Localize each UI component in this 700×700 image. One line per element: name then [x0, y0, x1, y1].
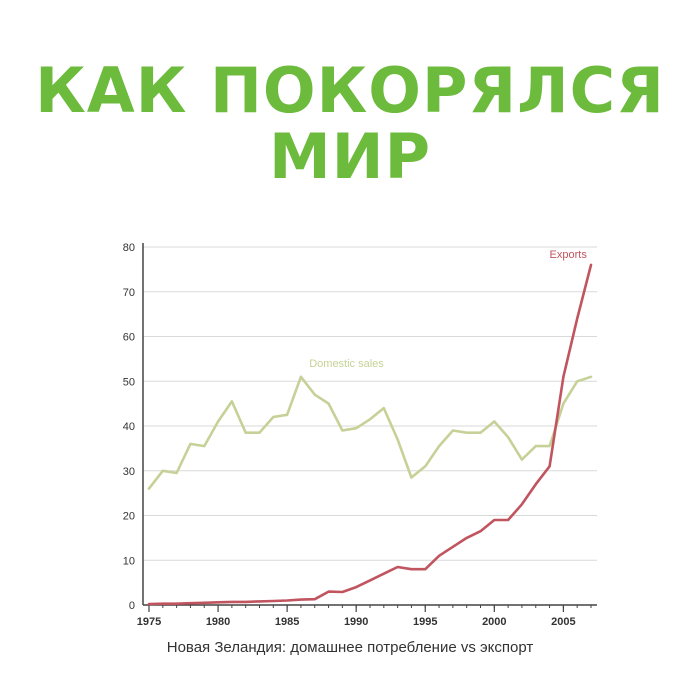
y-tick-label: 30: [123, 466, 135, 478]
x-tick-label: 1980: [206, 616, 230, 628]
y-tick-label: 50: [123, 376, 135, 388]
series-label-exports: Exports: [550, 249, 588, 261]
series-label-domestic-sales: Domestic sales: [309, 358, 384, 370]
y-tick-label: 70: [123, 287, 135, 299]
x-tick-label: 2005: [551, 616, 575, 628]
y-tick-label: 40: [123, 421, 135, 433]
x-tick-label: 1985: [275, 616, 299, 628]
gridlines: [143, 246, 597, 561]
x-tick-label: 1995: [413, 616, 437, 628]
x-tick-label: 2000: [482, 616, 506, 628]
series-line-domestic-sales: [147, 375, 593, 490]
y-tick-labels: 0 10 20 30 40 50 60 70 80: [123, 242, 135, 612]
y-tick-label: 80: [123, 242, 135, 254]
x-tick-labels: 1975 1980 1985 1990 1995 2000 2005: [137, 616, 576, 628]
x-tick-label: 1975: [137, 616, 161, 628]
series-labels: Domestic sales Exports: [309, 249, 587, 370]
x-tick-label: 1990: [344, 616, 368, 628]
series-line-exports: [147, 263, 593, 606]
y-tick-label: 0: [129, 600, 135, 612]
headline: КАК ПОКОРЯЛСЯ МИР: [0, 58, 700, 190]
chart-caption: Новая Зеландия: домашнее потребление vs …: [166, 639, 534, 656]
y-tick-label: 10: [123, 555, 135, 567]
y-tick-label: 20: [123, 511, 135, 523]
headline-line-2: МИР: [268, 120, 432, 193]
series-lines: [147, 263, 593, 606]
headline-line-1: КАК ПОКОРЯЛСЯ: [35, 54, 665, 127]
axes: [142, 243, 597, 612]
y-tick-label: 60: [123, 332, 135, 344]
